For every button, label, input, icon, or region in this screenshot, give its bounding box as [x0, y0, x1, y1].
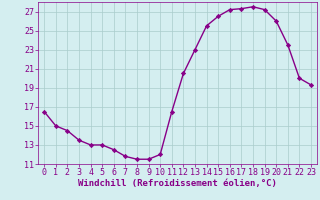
X-axis label: Windchill (Refroidissement éolien,°C): Windchill (Refroidissement éolien,°C): [78, 179, 277, 188]
